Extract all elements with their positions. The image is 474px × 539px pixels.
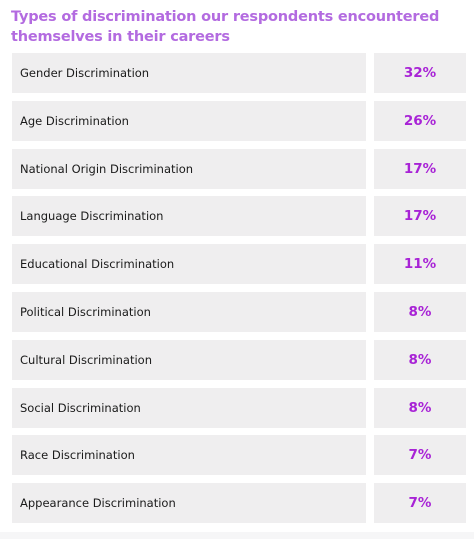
table-row: Appearance Discrimination 7% [12, 483, 466, 523]
row-value-cell: 8% [374, 292, 466, 332]
row-label: Appearance Discrimination [20, 496, 176, 510]
row-label: Educational Discrimination [20, 257, 175, 271]
row-value-cell: 7% [374, 483, 466, 523]
row-label-cell: National Origin Discrimination [12, 149, 366, 189]
row-label-cell: Race Discrimination [12, 435, 366, 475]
row-value: 11% [403, 256, 437, 272]
row-label: Cultural Discrimination [20, 353, 152, 367]
row-label-cell: Educational Discrimination [12, 244, 366, 284]
row-value-cell: 11% [374, 244, 466, 284]
row-label: Race Discrimination [20, 448, 135, 462]
table-row: Age Discrimination 26% [12, 101, 466, 141]
table-row: Social Discrimination 8% [12, 388, 466, 428]
row-value-cell: 26% [374, 101, 466, 141]
row-label: Social Discrimination [20, 401, 141, 415]
row-value: 32% [403, 65, 437, 81]
bottom-edge [0, 532, 474, 539]
row-value: 8% [408, 352, 432, 368]
table-row: Language Discrimination 17% [12, 196, 466, 236]
chart-title: Types of discrimination our respondents … [11, 9, 440, 45]
row-value-cell: 8% [374, 388, 466, 428]
row-label-cell: Social Discrimination [12, 388, 366, 428]
row-label: Language Discrimination [20, 209, 164, 223]
row-value: 17% [403, 161, 437, 177]
table-row: Educational Discrimination 11% [12, 244, 466, 284]
row-value: 8% [408, 400, 432, 416]
row-label: Gender Discrimination [20, 66, 150, 80]
row-label-cell: Cultural Discrimination [12, 340, 366, 380]
row-value-cell: 17% [374, 149, 466, 189]
row-value: 7% [408, 495, 432, 511]
row-value: 8% [408, 304, 432, 320]
row-label-cell: Language Discrimination [12, 196, 366, 236]
row-label-cell: Gender Discrimination [12, 53, 366, 93]
row-value-cell: 32% [374, 53, 466, 93]
table-row: Political Discrimination 8% [12, 292, 466, 332]
row-value: 17% [403, 208, 437, 224]
row-label: National Origin Discrimination [20, 162, 194, 176]
row-value-cell: 8% [374, 340, 466, 380]
row-label: Age Discrimination [20, 114, 129, 128]
table-row: Race Discrimination 7% [12, 435, 466, 475]
row-label: Political Discrimination [20, 305, 151, 319]
row-value: 7% [408, 447, 432, 463]
row-label-cell: Age Discrimination [12, 101, 366, 141]
table-row: National Origin Discrimination 17% [12, 149, 466, 189]
table-row: Cultural Discrimination 8% [12, 340, 466, 380]
row-value-cell: 17% [374, 196, 466, 236]
table-row: Gender Discrimination 32% [12, 53, 466, 93]
row-label-cell: Appearance Discrimination [12, 483, 366, 523]
row-value-cell: 7% [374, 435, 466, 475]
row-value: 26% [403, 113, 437, 129]
row-label-cell: Political Discrimination [12, 292, 366, 332]
